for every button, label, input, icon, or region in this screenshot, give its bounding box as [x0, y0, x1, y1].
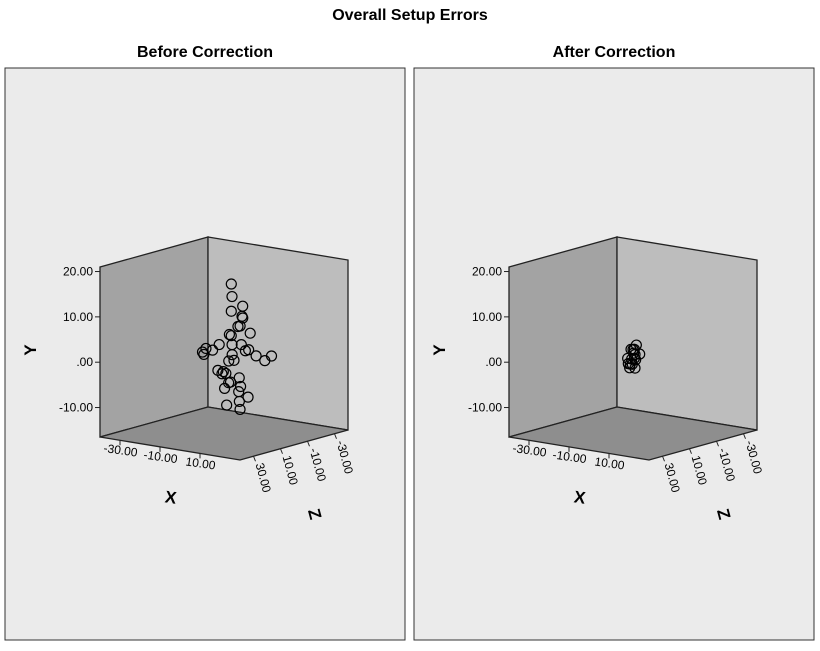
- point: [236, 310, 248, 322]
- point: [242, 391, 254, 403]
- y-axis-label: Y: [430, 344, 449, 356]
- point: [225, 305, 237, 317]
- x-axis-label: X: [164, 487, 179, 507]
- panel-title: After Correction: [553, 44, 676, 61]
- point: [224, 376, 237, 388]
- point: [226, 349, 238, 361]
- x-axis-label: X: [573, 487, 588, 507]
- x-tick-label: 10.00: [185, 454, 217, 472]
- y-tick-label: -10.00: [468, 401, 502, 415]
- z-tick: [743, 433, 746, 439]
- point: [235, 339, 247, 351]
- z-tick: [716, 441, 719, 447]
- point: [220, 367, 232, 380]
- x-tick-label: -10.00: [143, 448, 179, 467]
- back-wall: [616, 236, 758, 431]
- point: [625, 343, 637, 355]
- panel-title: Before Correction: [137, 44, 273, 61]
- point: [213, 338, 225, 351]
- point: [250, 350, 262, 362]
- left-wall: [99, 236, 209, 438]
- y-tick-label: .00: [76, 355, 93, 369]
- z-tick: [307, 441, 310, 447]
- point: [219, 382, 231, 394]
- x-tick-label: 10.00: [594, 454, 626, 472]
- point: [225, 330, 237, 342]
- point: [225, 278, 237, 290]
- x-tick-label: -30.00: [103, 441, 139, 460]
- point: [244, 327, 256, 339]
- point: [200, 342, 212, 355]
- point: [233, 395, 245, 408]
- point: [243, 344, 255, 356]
- y-axis-label: Y: [21, 344, 40, 356]
- point: [216, 368, 228, 380]
- point: [228, 354, 240, 366]
- point: [234, 403, 246, 416]
- z-axis-label: Z: [304, 507, 325, 522]
- y-tick-label: .00: [485, 355, 502, 369]
- point: [221, 399, 233, 411]
- point: [235, 380, 247, 393]
- y-tick-label: 20.00: [63, 265, 93, 279]
- floor: [508, 406, 758, 461]
- point: [223, 355, 235, 367]
- y-tick-label: 10.00: [63, 310, 93, 324]
- point: [233, 372, 245, 384]
- x-tick-label: -30.00: [512, 441, 548, 460]
- point: [226, 290, 238, 303]
- point: [626, 358, 638, 370]
- point: [198, 348, 210, 361]
- point: [624, 362, 636, 374]
- point: [223, 328, 235, 341]
- z-axis-label: Z: [713, 507, 734, 522]
- z-tick: [253, 456, 256, 462]
- y-tick-label: 10.00: [472, 310, 502, 324]
- chart-title: Overall Setup Errors: [332, 7, 488, 24]
- y-tick-label: 20.00: [472, 265, 502, 279]
- z-tick: [689, 448, 692, 454]
- z-tick: [334, 433, 337, 439]
- z-tick: [280, 448, 283, 454]
- left-wall: [508, 236, 618, 438]
- y-tick-label: -10.00: [59, 401, 93, 415]
- point: [212, 364, 224, 376]
- x-tick-label: -10.00: [552, 448, 588, 467]
- floor: [99, 406, 349, 461]
- point: [196, 346, 209, 358]
- point: [265, 350, 278, 362]
- z-tick: [662, 456, 665, 462]
- point: [217, 365, 229, 378]
